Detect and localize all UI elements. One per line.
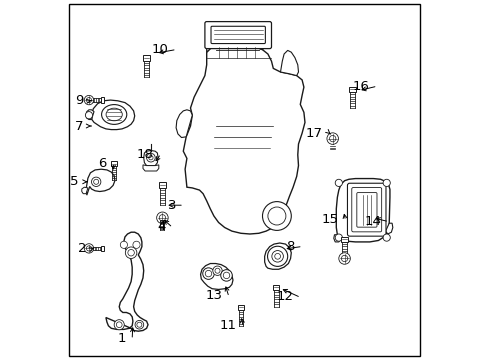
Circle shape (120, 241, 127, 248)
Circle shape (127, 249, 134, 256)
Polygon shape (81, 187, 88, 194)
Circle shape (86, 98, 91, 103)
Polygon shape (200, 264, 232, 289)
Circle shape (262, 202, 291, 230)
Text: 11: 11 (219, 319, 236, 332)
Text: 9: 9 (75, 94, 83, 107)
FancyBboxPatch shape (211, 26, 265, 44)
Circle shape (205, 270, 211, 277)
FancyBboxPatch shape (356, 193, 376, 227)
Circle shape (267, 207, 285, 225)
Text: 1: 1 (117, 332, 125, 345)
Circle shape (159, 215, 165, 221)
Circle shape (215, 268, 220, 273)
Bar (143, 55, 150, 60)
Polygon shape (143, 150, 158, 166)
Circle shape (382, 179, 389, 186)
Circle shape (135, 320, 143, 329)
Polygon shape (336, 179, 389, 242)
Polygon shape (176, 110, 192, 138)
Bar (101, 98, 104, 103)
Circle shape (133, 241, 140, 248)
Circle shape (148, 156, 153, 160)
Circle shape (335, 234, 342, 241)
Circle shape (84, 244, 94, 253)
Text: 14: 14 (364, 215, 381, 228)
Circle shape (146, 153, 155, 162)
Bar (101, 246, 104, 251)
Circle shape (271, 251, 283, 262)
Polygon shape (264, 243, 291, 269)
Circle shape (137, 322, 142, 327)
Circle shape (338, 253, 349, 264)
Polygon shape (91, 100, 134, 130)
FancyBboxPatch shape (204, 22, 271, 49)
Text: 8: 8 (286, 240, 294, 253)
Bar (272, 285, 279, 290)
FancyBboxPatch shape (347, 183, 385, 236)
Circle shape (125, 247, 137, 258)
Circle shape (212, 266, 222, 275)
Text: 7: 7 (75, 120, 83, 132)
Bar (159, 182, 165, 188)
Text: 18: 18 (137, 148, 153, 161)
Circle shape (203, 268, 214, 279)
Circle shape (329, 135, 335, 142)
Circle shape (335, 179, 342, 186)
Circle shape (326, 133, 338, 144)
Polygon shape (86, 110, 94, 120)
Text: 3: 3 (167, 199, 176, 212)
Circle shape (86, 246, 91, 251)
Bar (159, 220, 165, 222)
Text: 13: 13 (205, 289, 222, 302)
Ellipse shape (102, 104, 126, 125)
Text: 6: 6 (99, 157, 107, 170)
Text: 17: 17 (305, 127, 322, 140)
Circle shape (382, 234, 389, 241)
Text: 2: 2 (78, 242, 86, 255)
Circle shape (267, 246, 287, 266)
Bar (111, 161, 117, 166)
Circle shape (84, 95, 94, 105)
Circle shape (223, 272, 229, 279)
Circle shape (114, 320, 124, 330)
Polygon shape (86, 169, 115, 195)
FancyBboxPatch shape (351, 188, 381, 232)
Text: 5: 5 (70, 175, 79, 188)
Circle shape (94, 179, 99, 184)
Bar (341, 237, 347, 242)
Polygon shape (280, 50, 298, 76)
Text: 4: 4 (157, 220, 165, 233)
Ellipse shape (106, 108, 122, 121)
Bar (237, 305, 244, 310)
Circle shape (156, 212, 168, 224)
Polygon shape (333, 235, 340, 242)
Polygon shape (206, 23, 265, 52)
Circle shape (341, 255, 347, 262)
Polygon shape (142, 165, 159, 171)
Bar (348, 87, 355, 92)
Polygon shape (106, 232, 148, 331)
Circle shape (274, 253, 280, 259)
Circle shape (220, 270, 232, 281)
Circle shape (116, 322, 122, 328)
Text: 16: 16 (352, 80, 369, 93)
Circle shape (85, 112, 92, 119)
Text: 10: 10 (152, 43, 168, 56)
Polygon shape (385, 223, 392, 234)
Polygon shape (183, 41, 305, 234)
Text: 12: 12 (276, 291, 292, 303)
Text: 15: 15 (321, 213, 338, 226)
Circle shape (91, 177, 101, 186)
